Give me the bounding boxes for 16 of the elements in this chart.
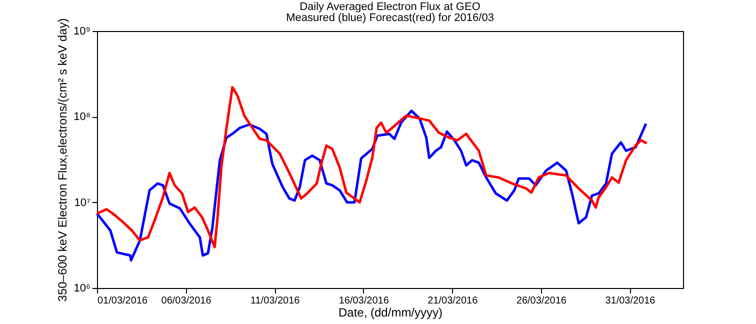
- chart-subtitle: Measured (blue) Forecast(red) for 2016/03: [286, 12, 494, 24]
- y-tick-label: 10⁷: [74, 196, 91, 209]
- x-tick-label: 21/03/2016: [428, 296, 478, 306]
- line-series: [96, 86, 648, 248]
- y-tick-label: 10⁶: [74, 282, 90, 294]
- x-tick-label: 26/03/2016: [516, 296, 567, 306]
- x-tick-label: 31/03/2016: [605, 296, 656, 306]
- x-tick-label: 11/03/2016: [250, 296, 300, 306]
- x-axis-title: Date, (dd/mm/yyyy): [338, 306, 443, 320]
- x-tick-label: 01/03/2016: [98, 296, 148, 306]
- x-tick-label: 16/03/2016: [338, 296, 390, 306]
- x-tick-label: 06/03/2016: [161, 296, 212, 306]
- y-axis-title: 350–600 keV Electron Flux,electrons/(cm² s keV day): [56, 18, 70, 302]
- chart-title: Daily Averaged Electron Flux at GEO: [300, 0, 481, 13]
- y-tick-label: 10⁸: [74, 111, 90, 124]
- y-tick-label: 10⁹: [74, 26, 90, 38]
